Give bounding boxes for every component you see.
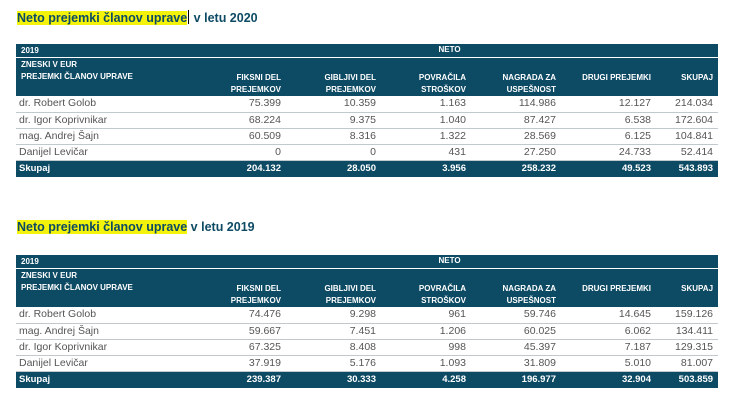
col-other: DRUGI PREJEMKI xyxy=(561,57,656,96)
col-other: DRUGI PREJEMKI xyxy=(561,268,656,307)
col-expenses: POVRAČILA STROŠKOV xyxy=(381,57,471,96)
header-units: ZNESKI V EUR xyxy=(21,271,78,280)
header-units: ZNESKI V EUR xyxy=(21,60,78,69)
col-total: SKUPAJ xyxy=(656,57,719,96)
col-bonus: NAGRADA ZA USPEŠNOST xyxy=(471,57,561,96)
header-year: 2019 xyxy=(16,44,181,58)
header-year: 2019 xyxy=(16,255,181,269)
col-fixed: FIKSNI DEL PREJEMKOV xyxy=(181,268,286,307)
title-highlight: Neto prejemki članov uprave xyxy=(17,11,188,25)
col-total: SKUPAJ xyxy=(656,268,719,307)
table-row: Danijel Levičar 37.919 5.176 1.093 31.809 5.… xyxy=(16,355,719,372)
table-row: dr. Robert Golob 74.476 9.298 961 59.746 14.… xyxy=(16,307,719,324)
table-row: dr. Igor Koprivnikar 67.325 8.408 998 45.39… xyxy=(16,339,719,356)
table-row: dr. Robert Golob 75.399 10.359 1.163 114.98… xyxy=(16,96,719,113)
col-bonus: NAGRADA ZA USPEŠNOST xyxy=(471,268,561,307)
col-fixed: FIKSNI DEL PREJEMKOV xyxy=(181,57,286,96)
col-variable: GIBLJIVI DEL PREJEMKOV xyxy=(286,268,381,307)
title-rest: v letu 2019 xyxy=(187,220,255,234)
header-recipients: PREJEMKI ČLANOV UPRAVE xyxy=(21,283,133,292)
total-row: Skupaj 204.132 28.050 3.956 258.232 49.523 54… xyxy=(16,160,719,177)
table-2019: 2019 NETO ZNESKI V EUR PREJEMKI ČLANOV U… xyxy=(16,255,719,388)
text-cursor xyxy=(188,10,190,24)
table-row: mag. Andrej Šajn 60.509 8.316 1.322 28.569 6… xyxy=(16,128,719,145)
header-neto: NETO xyxy=(181,255,719,269)
header-row-labels: ZNESKI V EUR PREJEMKI ČLANOV UPRAVE xyxy=(16,268,181,307)
table-row: dr. Igor Koprivnikar 68.224 9.375 1.040 87.… xyxy=(16,112,719,129)
title-highlight: Neto prejemki članov uprave xyxy=(17,220,188,234)
section-title-2019: Neto prejemki članov uprave v letu 2019 xyxy=(17,220,255,234)
table-row: Danijel Levičar 0 0 431 27.250 24.733 52.414 xyxy=(16,144,719,161)
col-variable: GIBLJIVI DEL PREJEMKOV xyxy=(286,57,381,96)
header-recipients: PREJEMKI ČLANOV UPRAVE xyxy=(21,72,133,81)
total-row: Skupaj 239.387 30.333 4.258 196.977 32.904 50… xyxy=(16,371,719,388)
table-2020: 2019 NETO ZNESKI V EUR PREJEMKI ČLANOV U… xyxy=(16,44,719,177)
col-expenses: POVRAČILA STROŠKOV xyxy=(381,268,471,307)
header-row-labels: ZNESKI V EUR PREJEMKI ČLANOV UPRAVE xyxy=(16,57,181,96)
table-row: mag. Andrej Šajn 59.667 7.451 1.206 60.025 6… xyxy=(16,323,719,340)
header-neto: NETO xyxy=(181,44,719,58)
section-title-2020: Neto prejemki članov uprave v letu 2020 xyxy=(17,10,258,25)
title-rest: v letu 2020 xyxy=(190,11,258,25)
